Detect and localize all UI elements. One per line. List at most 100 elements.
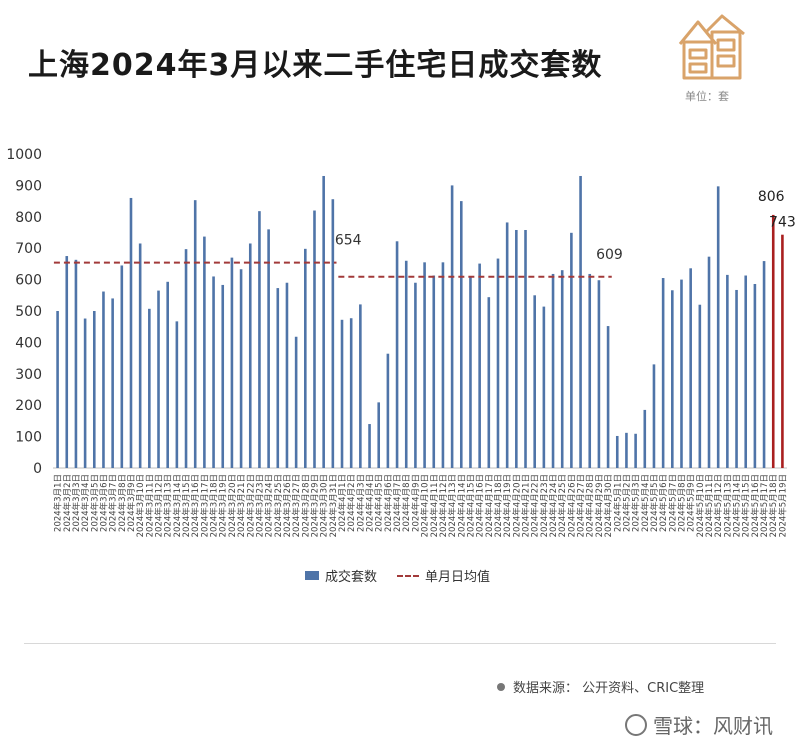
x-tick-label: 2024年3月15日 xyxy=(181,474,192,537)
bar xyxy=(726,274,729,468)
bar xyxy=(652,364,656,468)
x-tick-label: 2024年3月23日 xyxy=(254,474,265,537)
legend-item-avg: 单月日均值 xyxy=(397,566,490,585)
bar xyxy=(386,353,390,468)
bar xyxy=(221,284,225,468)
bar xyxy=(707,256,711,468)
bar xyxy=(395,241,399,468)
bar xyxy=(597,280,601,468)
bar xyxy=(542,306,546,468)
x-tick-label: 2024年5月10日 xyxy=(695,474,706,537)
x-tick-label: 2024年4月9日 xyxy=(410,474,421,532)
bar xyxy=(304,248,307,468)
x-tick-label: 2024年5月7日 xyxy=(667,474,678,532)
x-tick-label: 2024年3月5日 xyxy=(89,474,100,532)
x-tick-label: 2024年5月8日 xyxy=(676,474,687,532)
x-tick-label: 2024年5月18日 xyxy=(768,474,779,537)
bar xyxy=(56,311,59,468)
x-tick-label: 2024年3月17日 xyxy=(199,474,210,537)
bar xyxy=(313,210,316,468)
bar xyxy=(65,256,69,468)
bar xyxy=(138,243,142,468)
bar xyxy=(92,311,96,468)
x-tick-label: 2024年5月14日 xyxy=(732,474,743,537)
bar xyxy=(643,409,647,468)
x-tick-label: 2024年4月29日 xyxy=(594,474,605,537)
x-tick-label: 2024年5月15日 xyxy=(741,474,752,537)
bar xyxy=(349,318,353,468)
bar xyxy=(340,319,344,468)
x-tick-label: 2024年3月30日 xyxy=(319,474,330,537)
x-tick-label: 2024年3月12日 xyxy=(154,474,165,537)
x-tick-label: 2024年3月9日 xyxy=(126,474,137,532)
x-tick-label: 2024年5月4日 xyxy=(640,474,651,532)
bar xyxy=(230,257,234,468)
bar xyxy=(120,265,124,468)
bar xyxy=(414,282,417,468)
y-tick-label: 0 xyxy=(33,461,42,477)
x-tick-label: 2024年4月3日 xyxy=(355,474,366,532)
bar xyxy=(166,281,169,468)
x-tick-label: 2024年4月13日 xyxy=(447,474,458,537)
unit-label: 单位：套 xyxy=(685,90,729,103)
bar xyxy=(698,304,702,468)
x-tick-label: 2024年4月1日 xyxy=(337,474,348,532)
bar xyxy=(111,298,114,468)
bar xyxy=(689,268,692,468)
bar xyxy=(533,295,536,468)
x-tick-label: 2024年3月20日 xyxy=(227,474,238,537)
x-tick-label: 2024年4月25日 xyxy=(557,474,568,537)
bar xyxy=(450,185,454,468)
bar xyxy=(102,291,105,468)
x-tick-label: 2024年3月14日 xyxy=(172,474,183,537)
y-tick-label: 400 xyxy=(15,335,42,351)
y-tick-label: 800 xyxy=(15,210,42,226)
x-tick-label: 2024年5月3日 xyxy=(631,474,642,532)
x-tick-label: 2024年4月6日 xyxy=(383,474,394,532)
x-tick-label: 2024年4月19日 xyxy=(502,474,513,537)
x-tick-label: 2024年4月7日 xyxy=(392,474,403,532)
x-tick-label: 2024年3月26日 xyxy=(282,474,293,537)
x-tick-label: 2024年4月24日 xyxy=(548,474,559,537)
bar xyxy=(762,261,766,468)
bar xyxy=(423,262,426,468)
bar xyxy=(294,336,298,468)
y-tick-label: 900 xyxy=(15,178,42,194)
legend-label-bars: 成交套数 xyxy=(325,570,378,585)
legend-item-bars: 成交套数 xyxy=(305,566,377,585)
bar xyxy=(634,433,637,468)
x-tick-label: 2024年4月23日 xyxy=(539,474,550,537)
x-tick-label: 2024年4月16日 xyxy=(475,474,486,537)
footer-divider xyxy=(24,643,776,644)
x-tick-label: 2024年4月30日 xyxy=(603,474,614,537)
bar xyxy=(515,229,518,468)
bar xyxy=(560,270,564,468)
x-tick-label: 2024年4月22日 xyxy=(530,474,541,537)
data-source: 数据来源： 公开资料、CRIC整理 xyxy=(497,677,704,696)
bar xyxy=(716,186,720,469)
data-label: 806 xyxy=(758,189,785,205)
legend-label-avg: 单月日均值 xyxy=(425,570,491,585)
y-tick-label: 200 xyxy=(15,398,42,414)
bar xyxy=(404,260,408,468)
x-tick-label: 2024年5月19日 xyxy=(777,474,788,537)
bar xyxy=(248,243,252,468)
x-tick-label: 2024年4月21日 xyxy=(521,474,532,537)
y-tick-label: 300 xyxy=(15,367,42,383)
bar xyxy=(157,290,160,468)
x-tick-label: 2024年3月31日 xyxy=(328,474,339,537)
x-tick-label: 2024年4月4日 xyxy=(365,474,376,532)
x-tick-label: 2024年4月18日 xyxy=(493,474,504,537)
bar xyxy=(478,263,481,468)
x-tick-label: 2024年4月26日 xyxy=(566,474,577,537)
bar-chart: 0 100 200 300 400 500 600 700 800 900 1000 654 609 80… xyxy=(6,147,795,537)
bar xyxy=(671,290,674,468)
x-tick-label: 2024年5月11日 xyxy=(704,474,715,537)
x-tick-label: 2024年3月8日 xyxy=(117,474,128,532)
bullet-dot-icon xyxy=(497,682,505,691)
x-tick-label: 2024年4月28日 xyxy=(585,474,596,537)
x-tick-label: 2024年3月1日 xyxy=(53,474,64,532)
bar xyxy=(285,282,289,468)
x-tick-label: 2024年5月17日 xyxy=(759,474,770,537)
bar xyxy=(129,197,133,468)
